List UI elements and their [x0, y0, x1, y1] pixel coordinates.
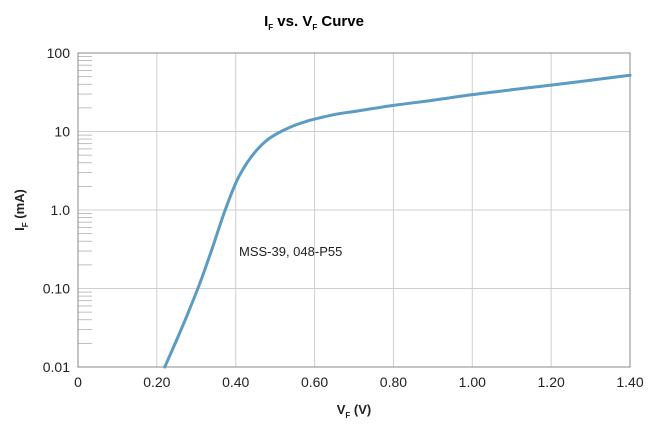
y-tick-label: 0.10 [43, 281, 70, 297]
chart-title: IF vs. VF Curve [264, 13, 364, 32]
data-point [234, 181, 238, 185]
data-point [431, 98, 435, 102]
data-point [163, 365, 167, 369]
data-point [222, 212, 226, 216]
x-tick-label: 0.20 [143, 374, 170, 390]
data-point [352, 109, 356, 113]
data-point [628, 73, 632, 77]
series-layer [163, 73, 632, 369]
data-point [186, 310, 190, 314]
data-point [257, 145, 261, 149]
data-point [391, 103, 395, 107]
series-line [163, 73, 632, 369]
data-point [549, 83, 553, 87]
y-tick-label: 1.0 [51, 202, 71, 218]
x-tick-label: 0.40 [222, 374, 249, 390]
data-point [589, 78, 593, 82]
x-tick-label: 0.80 [380, 374, 407, 390]
y-tick-label: 0.01 [43, 359, 70, 375]
y-tick-label: 100 [47, 45, 71, 61]
data-point [470, 93, 474, 97]
data-point [293, 123, 297, 127]
data-point [305, 119, 309, 123]
x-axis-label: VF (V) [337, 402, 372, 420]
data-point [265, 138, 269, 142]
x-tick-label: 0 [74, 374, 82, 390]
data-point [320, 115, 324, 119]
data-point [210, 247, 214, 251]
x-tick-label: 0.60 [301, 374, 328, 390]
y-axis-ticks: 0.01 0.10 1.0 10 100 [43, 45, 70, 375]
data-point [175, 338, 179, 342]
data-point [281, 128, 285, 132]
data-point [198, 280, 202, 284]
x-tick-label: 1.40 [616, 374, 643, 390]
data-point [273, 133, 277, 137]
grid [77, 53, 631, 368]
plot-frame [77, 52, 631, 368]
y-axis-label: IF (mA) [12, 189, 30, 231]
x-tick-label: 1.20 [538, 374, 565, 390]
x-tick-label: 1.00 [459, 374, 486, 390]
data-point [336, 112, 340, 116]
curve-annotation: MSS-39, 048-P55 [239, 244, 342, 259]
data-point [249, 155, 253, 159]
x-axis-ticks: 0 0.20 0.40 0.60 0.80 1.00 1.20 1.40 [74, 374, 644, 390]
data-point [510, 88, 514, 92]
data-point [242, 166, 246, 170]
y-tick-label: 10 [54, 124, 70, 140]
